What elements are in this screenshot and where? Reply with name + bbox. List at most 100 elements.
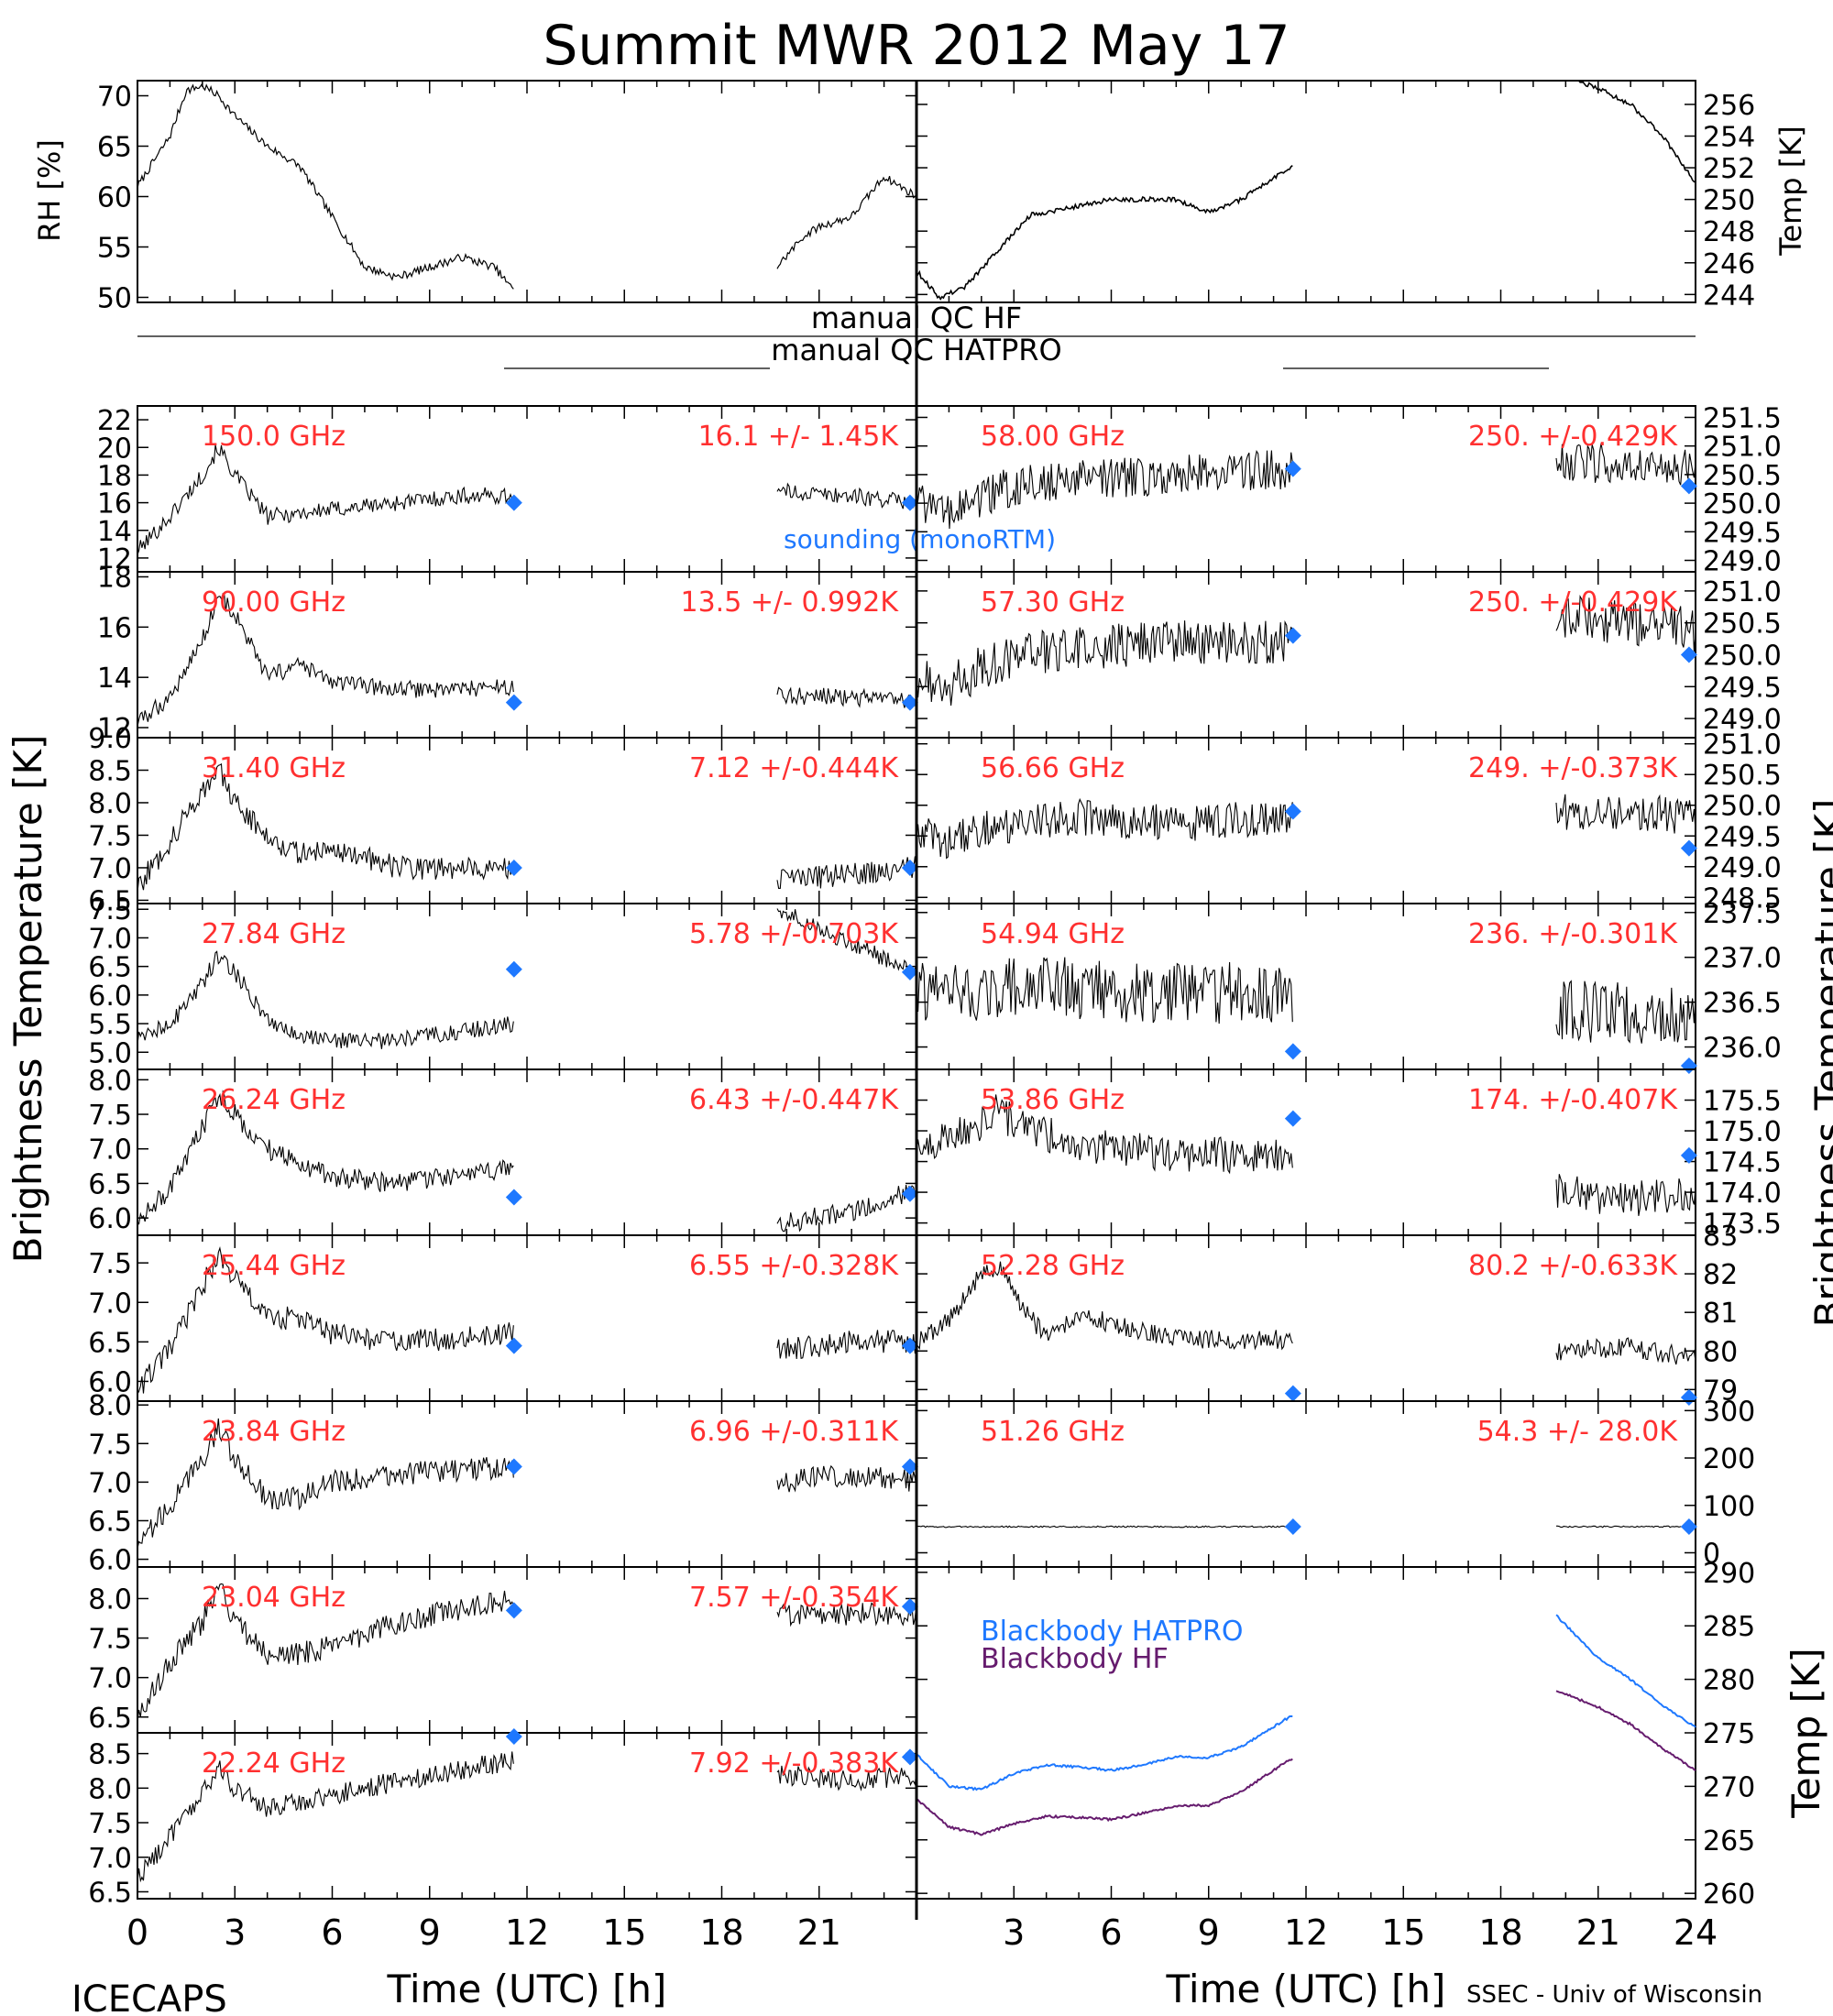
right-channel-6-ytick-label: 200 <box>1703 1443 1755 1475</box>
right-channel-5-freq-label: 52.28 GHz <box>981 1250 1125 1282</box>
right-channel-1-sounding-marker <box>1680 646 1697 663</box>
left-channel-6-ytick-label: 6.5 <box>88 1506 132 1538</box>
left-channel-0-ytick-label: 16 <box>97 488 132 520</box>
left-channel-5-ytick-label: 7.5 <box>88 1248 132 1280</box>
left-channel-1-ytick-label: 18 <box>97 562 132 594</box>
right-channel-4-ytick-label: 174.5 <box>1703 1147 1782 1179</box>
left-channel-4-ytick-label: 8.0 <box>88 1065 132 1097</box>
right-channel-2-series <box>916 794 1696 860</box>
blackbody-panel-xtick-label: 21 <box>1576 1912 1620 1953</box>
right-channel-5-series <box>916 1261 1696 1365</box>
left-channel-2-ytick-label: 9.0 <box>88 723 132 755</box>
left-channel-8-xtick-label: 18 <box>699 1912 743 1953</box>
left-channel-0-ytick-label: 20 <box>97 433 132 465</box>
right-channel-0-freq-label: 58.00 GHz <box>981 421 1125 453</box>
right-channel-6-ytick-label: 0 <box>1703 1538 1720 1570</box>
left-channel-4-ytick-label: 7.0 <box>88 1134 132 1167</box>
left-channel-2-ytick-label: 7.0 <box>88 853 132 885</box>
left-channel-1-series <box>137 592 917 727</box>
right-channel-0-ytick-label: 251.0 <box>1703 432 1782 464</box>
right-channel-6-sounding-marker <box>1680 1518 1697 1536</box>
left-channel-0-series <box>137 444 917 555</box>
right-channel-3-sounding-marker <box>1284 1043 1301 1060</box>
right-channel-2-sounding-marker <box>1284 803 1301 820</box>
left-channel-2-series <box>137 762 917 893</box>
left-channel-1-freq-label: 90.00 GHz <box>202 586 346 619</box>
right-channel-5-ytick-label: 79 <box>1703 1375 1738 1407</box>
right-channel-5-stat-label: 80.2 +/-0.633K <box>1468 1250 1678 1282</box>
blackbody-panel-ytick-label: 285 <box>1703 1611 1755 1643</box>
left-channel-7-stat-label: 7.57 +/-0.354K <box>689 1582 899 1614</box>
right-channel-0-stat-label: 250. +/-0.429K <box>1468 421 1678 453</box>
right-channel-5-ytick-label: 82 <box>1703 1259 1738 1291</box>
right-channel-4-freq-label: 53.86 GHz <box>981 1084 1125 1116</box>
left-channel-3-freq-label: 27.84 GHz <box>202 918 346 950</box>
left-channel-8-sounding-marker <box>505 1728 522 1745</box>
right-channel-1-ytick-label: 249.0 <box>1703 704 1782 736</box>
left-channel-4-ytick-label: 6.0 <box>88 1203 132 1235</box>
left-channel-4-ytick-label: 7.5 <box>88 1100 132 1132</box>
left-channel-3-ytick-label: 6.0 <box>88 981 132 1013</box>
rh-panel-ytick-label: 55 <box>97 233 132 265</box>
left-channel-2-ytick-label: 7.5 <box>88 820 132 852</box>
left-channel-3-ytick-label: 7.5 <box>88 894 132 926</box>
left-channel-8-xtick-label: 15 <box>602 1912 646 1953</box>
left-channel-4-ytick-label: 6.5 <box>88 1168 132 1200</box>
right-channel-1-stat-label: 250. +/-0.429K <box>1468 586 1678 619</box>
left-channel-8-xtick-label: 9 <box>419 1912 441 1953</box>
left-channel-6-ytick-label: 6.0 <box>88 1545 132 1577</box>
left-channel-4-freq-label: 26.24 GHz <box>202 1084 346 1116</box>
blackbody-panel-xtick-label: 6 <box>1100 1912 1122 1953</box>
right-channel-2-ytick-label: 250.0 <box>1703 791 1782 823</box>
right-channel-6-freq-label: 51.26 GHz <box>981 1416 1125 1448</box>
right-channel-2-freq-label: 56.66 GHz <box>981 752 1125 784</box>
left-channel-0-ytick-label: 12 <box>97 543 132 575</box>
left-channel-6-ytick-label: 7.0 <box>88 1467 132 1499</box>
footer-left: ICECAPS <box>71 1978 227 2016</box>
left-channel-8-ytick-label: 7.5 <box>88 1808 132 1840</box>
x-axis-label-left: Time (UTC) [h] <box>387 1967 667 2011</box>
right-channel-5-ytick-label: 81 <box>1703 1298 1738 1330</box>
left-channel-1-sounding-marker <box>505 694 522 711</box>
right-channel-2-ytick-label: 250.5 <box>1703 760 1782 792</box>
left-channel-2-ytick-label: 6.5 <box>88 885 132 917</box>
right-channel-3-ytick-label: 237.5 <box>1703 898 1782 930</box>
right-channel-2-ytick-label: 249.0 <box>1703 852 1782 884</box>
left-channel-8-freq-label: 22.24 GHz <box>202 1748 346 1780</box>
left-channel-0-freq-label: 150.0 GHz <box>202 421 346 453</box>
left-channel-6-series <box>137 1418 917 1549</box>
footer-right: SSEC - Univ of Wisconsin <box>1466 1981 1762 2009</box>
right-channel-0-ytick-label: 249.0 <box>1703 546 1782 578</box>
right-channel-6-ytick-label: 300 <box>1703 1396 1755 1428</box>
blackbody-axis-label: Temp [K] <box>1784 1648 1828 1819</box>
right-channel-2-sounding-marker <box>1680 839 1697 857</box>
left-channel-5-ytick-label: 7.0 <box>88 1287 132 1320</box>
right-channel-1-ytick-label: 250.0 <box>1703 641 1782 673</box>
left-channel-8-xtick-label: 21 <box>797 1912 841 1953</box>
left-channel-7-ytick-label: 8.0 <box>88 1583 132 1616</box>
left-channel-8-ytick-label: 6.5 <box>88 1877 132 1909</box>
left-channel-3-sounding-marker <box>505 960 522 978</box>
right-channel-6-sounding-marker <box>1284 1518 1301 1536</box>
right-channel-1-ytick-label: 251.0 <box>1703 576 1782 608</box>
left-channel-4-sounding-marker <box>901 1185 918 1202</box>
left-channel-5-ytick-label: 6.0 <box>88 1366 132 1398</box>
rh-panel-frame <box>137 80 917 303</box>
left-channel-8-ytick-label: 7.0 <box>88 1843 132 1875</box>
blackbody-0-series <box>916 1614 1696 1791</box>
left-channel-4-series <box>137 1090 917 1233</box>
left-channel-0-stat-label: 16.1 +/- 1.45K <box>698 421 900 453</box>
left-channel-6-sounding-marker <box>505 1458 522 1475</box>
left-channel-6-ytick-label: 7.5 <box>88 1429 132 1461</box>
right-channel-3-stat-label: 236. +/-0.301K <box>1468 918 1678 950</box>
rh-panel-ytick-label: 65 <box>97 132 132 164</box>
left-channel-3-ytick-label: 6.5 <box>88 952 132 984</box>
left-channel-3-sounding-marker <box>901 963 918 981</box>
left-channel-3-ytick-label: 7.0 <box>88 923 132 955</box>
left-channel-2-stat-label: 7.12 +/-0.444K <box>689 752 899 784</box>
right-channel-2-ytick-label: 249.5 <box>1703 821 1782 853</box>
left-channel-2-freq-label: 31.40 GHz <box>202 752 346 784</box>
x-axis-label-right: Time (UTC) [h] <box>1166 1967 1446 2011</box>
left-channel-2-ytick-label: 8.0 <box>88 788 132 820</box>
